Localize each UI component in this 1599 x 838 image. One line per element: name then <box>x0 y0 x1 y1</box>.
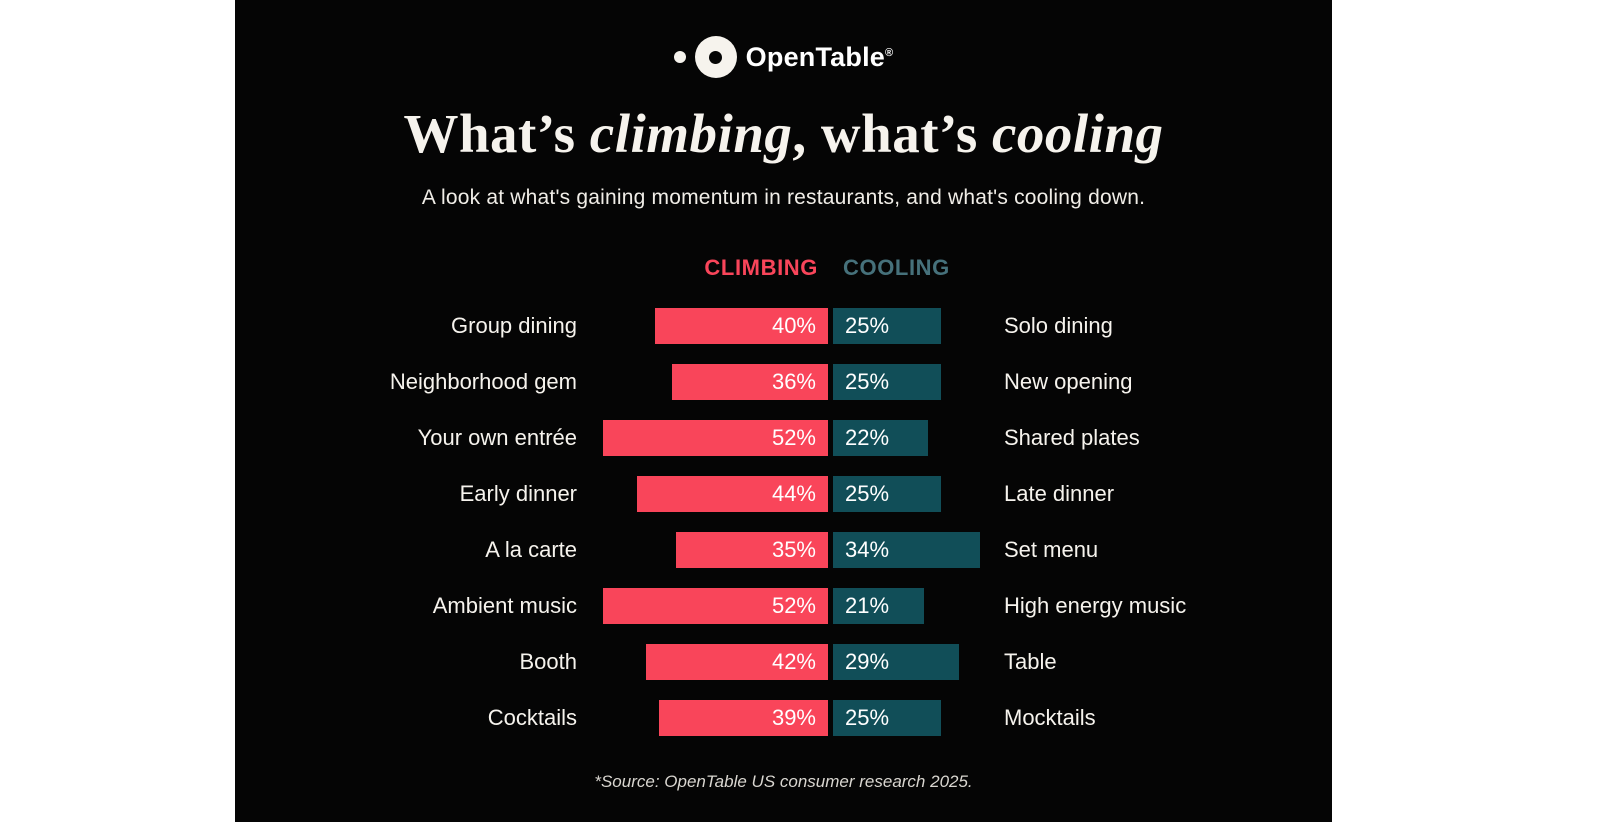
cooling-category-label: High energy music <box>1004 593 1187 618</box>
climbing-bar: 42% <box>646 644 828 680</box>
climbing-bar: 52% <box>602 420 828 456</box>
cooling-value: 25% <box>845 313 890 338</box>
chart-row: A la carte 35% 34% Set menu <box>235 532 1332 568</box>
legend-cooling-label: COOLING <box>843 255 950 280</box>
cooling-bar: 34% <box>833 532 981 568</box>
climbing-category-label: Cocktails <box>487 705 577 730</box>
climbing-category-label: Group dining <box>451 313 577 338</box>
cooling-value: 25% <box>845 481 890 506</box>
page-title: What’s climbing, what’s cooling <box>235 102 1332 165</box>
climbing-bar: 35% <box>676 532 828 568</box>
cooling-value: 22% <box>845 425 890 450</box>
cooling-category-label: Table <box>1004 649 1057 674</box>
source-note: *Source: OpenTable US consumer research … <box>594 772 973 791</box>
cooling-bar: 25% <box>833 364 942 400</box>
climbing-value: 44% <box>771 481 816 506</box>
opentable-logo-circle-icon <box>694 36 737 78</box>
title-segment-italic: cooling <box>991 103 1164 164</box>
registered-mark: ® <box>885 46 894 59</box>
climbing-value: 39% <box>771 705 816 730</box>
brand-name-text: OpenTable <box>745 41 885 72</box>
chart-row: Neighborhood gem 36% 25% New opening <box>235 364 1332 400</box>
opentable-logo-circle-inner-dot <box>709 50 723 64</box>
climbing-category-label: Neighborhood gem <box>389 369 577 394</box>
opentable-logo-dot-icon <box>673 51 686 63</box>
brand-logo: OpenTable® <box>235 36 1332 78</box>
cooling-category-label: Shared plates <box>1004 425 1140 450</box>
title-segment-italic: climbing <box>589 103 793 164</box>
climbing-category-label: Ambient music <box>432 593 577 618</box>
legend: CLIMBING COOLING <box>235 255 1332 283</box>
climbing-category-label: Your own entrée <box>417 425 577 450</box>
climbing-bar: 39% <box>659 700 828 736</box>
climbing-value: 35% <box>771 537 816 562</box>
cooling-bar: 29% <box>833 644 959 680</box>
cooling-category-label: Mocktails <box>1004 705 1096 730</box>
infographic-panel: OpenTable® What’s climbing, what’s cooli… <box>235 0 1332 822</box>
climbing-value: 52% <box>771 593 816 618</box>
cooling-value: 25% <box>845 369 890 394</box>
cooling-bar: 25% <box>833 476 942 512</box>
chart-row: Ambient music 52% 21% High energy music <box>235 588 1332 624</box>
climbing-category-label: Booth <box>519 649 578 674</box>
chart-row: Early dinner 44% 25% Late dinner <box>235 476 1332 512</box>
chart: Group dining 40% 25% Solo dining Neighbo… <box>235 308 1332 756</box>
climbing-bar: 36% <box>672 364 828 400</box>
cooling-bar: 21% <box>833 588 924 624</box>
cooling-value: 29% <box>845 649 890 674</box>
chart-row: Booth 42% 29% Table <box>235 644 1332 680</box>
cooling-value: 25% <box>845 705 890 730</box>
climbing-value: 36% <box>771 369 816 394</box>
cooling-category-label: Solo dining <box>1004 313 1113 338</box>
cooling-bar: 25% <box>833 308 942 344</box>
climbing-value: 52% <box>771 425 816 450</box>
climbing-bar: 44% <box>637 476 828 512</box>
cooling-value: 21% <box>845 593 890 618</box>
climbing-bar: 52% <box>602 588 828 624</box>
title-segment: , what’s <box>792 103 992 164</box>
cooling-bar: 22% <box>833 420 929 456</box>
climbing-value: 40% <box>771 313 816 338</box>
cooling-category-label: New opening <box>1004 369 1133 394</box>
chart-row: Group dining 40% 25% Solo dining <box>235 308 1332 344</box>
chart-row: Your own entrée 52% 22% Shared plates <box>235 420 1332 456</box>
cooling-value: 34% <box>845 537 890 562</box>
cooling-bar: 25% <box>833 700 942 736</box>
legend-climbing-label: CLIMBING <box>704 255 818 280</box>
cooling-category-label: Late dinner <box>1004 481 1115 506</box>
climbing-category-label: Early dinner <box>459 481 577 506</box>
climbing-category-label: A la carte <box>485 537 577 562</box>
page-subtitle: A look at what's gaining momentum in res… <box>421 186 1146 209</box>
brand-name: OpenTable® <box>746 42 894 73</box>
climbing-value: 42% <box>771 649 816 674</box>
title-segment: What’s <box>403 103 590 164</box>
chart-row: Cocktails 39% 25% Mocktails <box>235 700 1332 736</box>
climbing-bar: 40% <box>654 308 828 344</box>
cooling-category-label: Set menu <box>1004 537 1099 562</box>
